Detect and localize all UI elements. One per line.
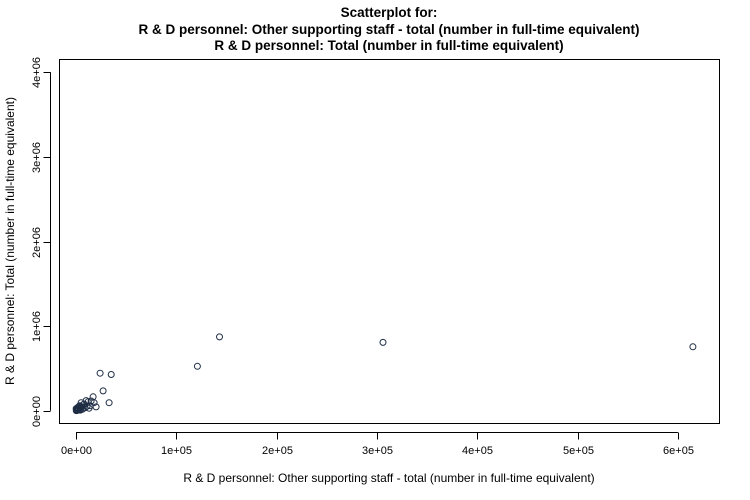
data-point: [107, 371, 115, 378]
data-point: [105, 399, 113, 407]
data-point: [99, 387, 107, 395]
data-point: [90, 399, 98, 407]
chart-title: Scatterplot for: R & D personnel: Other …: [0, 5, 750, 55]
x-tick-label: 3e+05: [362, 445, 393, 457]
y-tick-label: 4e+06: [31, 57, 43, 88]
data-point: [96, 369, 104, 377]
x-tick-label: 6e+05: [663, 445, 694, 457]
data-point: [216, 333, 223, 341]
data-point: [193, 362, 201, 370]
x-tick-label: 2e+05: [262, 445, 293, 457]
chart-title-line-3: R & D personnel: Total (number in full-t…: [214, 38, 564, 53]
data-points: [72, 333, 697, 415]
y-tick-label: 2e+06: [31, 227, 43, 258]
y-axis: 0e+00 1e+06 2e+06 3e+06 4e+06: [31, 57, 51, 427]
x-tick-label: 0e+00: [61, 445, 92, 457]
x-axis: 0e+00 1e+05 2e+05 3e+05 4e+05 5e+05 6e+05: [61, 432, 694, 457]
data-point: [73, 406, 81, 413]
x-tick-label: 5e+05: [563, 445, 594, 457]
x-axis-title: R & D personnel: Other supporting staff …: [183, 471, 594, 485]
y-tick-label: 3e+06: [31, 142, 43, 173]
chart-title-line-2: R & D personnel: Other supporting staff …: [138, 21, 640, 37]
x-tick-label: 1e+05: [161, 445, 192, 457]
chart-title-line-1: Scatterplot for:: [340, 5, 438, 20]
y-tick-label: 1e+06: [31, 311, 43, 342]
data-point: [689, 343, 697, 351]
plot-area-frame: [59, 59, 720, 424]
x-tick-label: 4e+05: [462, 445, 493, 457]
y-axis-title: R & D personnel: Total (number in full-t…: [3, 97, 17, 385]
data-point: [83, 402, 91, 410]
y-tick-label: 0e+00: [31, 396, 43, 427]
data-point: [85, 404, 93, 412]
data-point: [379, 338, 387, 346]
